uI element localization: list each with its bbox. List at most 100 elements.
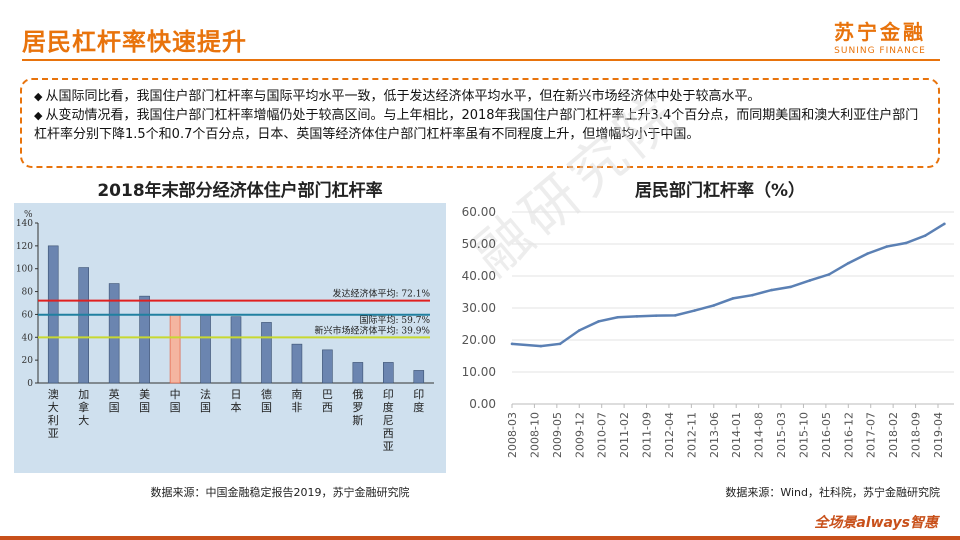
title-divider	[22, 59, 940, 61]
bar-y-tick-label: 0	[27, 379, 33, 389]
bar-category-label: 南	[291, 388, 302, 401]
bar-category-label: 国	[170, 401, 181, 414]
line-point	[885, 245, 889, 248]
line-point	[866, 252, 869, 255]
line-point	[770, 288, 773, 292]
line-point	[510, 342, 514, 346]
line-point	[674, 314, 677, 317]
line-y-tick-label: 60.00	[462, 205, 496, 219]
line-x-tick-label: 2015-10	[797, 412, 810, 458]
line-x-tick-label: 2018-02	[887, 412, 900, 458]
bar-印度	[413, 370, 425, 384]
line-x-tick-label: 2008-10	[528, 412, 541, 458]
line-point	[789, 285, 792, 289]
bar-中国	[169, 314, 181, 384]
line-y-tick-label: 30.00	[462, 301, 496, 315]
footer-bar	[0, 536, 960, 540]
bar-category-label: 西	[322, 401, 333, 414]
bar-category-label: 澳	[48, 388, 59, 401]
bar-category-label: 本	[231, 400, 242, 414]
bar-category-label: 非	[291, 401, 302, 414]
bar-category-label: 罗	[352, 401, 363, 414]
summary-bullet-2: ◆ 从变动情况看，我国住户部门杠杆率增幅仍处于较高区间。与上年相比，2018年我国…	[34, 108, 919, 142]
bar-category-label: 亚	[383, 440, 394, 453]
bar-category-label: 日	[231, 388, 242, 401]
line-x-tick-label: 2019-04	[932, 412, 945, 458]
line-x-tick-label: 2012-04	[663, 412, 676, 458]
line-point	[923, 234, 927, 237]
bar-category-label: 德	[261, 387, 272, 401]
diamond-bullet-icon: ◆	[34, 109, 43, 122]
bar-category-label: 巴	[322, 388, 333, 401]
line-point	[577, 329, 581, 332]
line-x-tick-label: 2017-07	[865, 412, 878, 458]
line-x-tick-label: 2018-09	[910, 412, 923, 458]
bar-category-label: 印	[413, 388, 424, 401]
bar-category-label: 国	[261, 401, 272, 414]
bar-category-label: 亚	[48, 427, 59, 440]
bar-印度尼西亚	[383, 362, 394, 384]
summary-box: ◆ 从国际同比看，我国住户部门杠杆率与国际平均水平一致，低于发达经济体平均水平，但…	[20, 78, 940, 168]
bar-日本	[230, 316, 242, 384]
bar-y-tick-label: 100	[16, 265, 33, 275]
logo-en: SUNING FINANCE	[834, 46, 926, 56]
bar-category-label: 大	[48, 400, 59, 414]
line-x-tick-label: 2014-08	[753, 412, 766, 458]
line-x-tick-label: 2008-03	[506, 412, 519, 458]
bar-y-tick-label: 60	[22, 310, 34, 320]
line-y-tick-label: 50.00	[462, 237, 496, 251]
line-point	[693, 309, 696, 312]
line-chart: 0.00 10.00 20.00 30.00 40.00 50.00 60.00 2008-0…	[462, 205, 954, 458]
brand-logo: 苏宁金融 SUNING FINANCE	[834, 16, 926, 56]
line-point	[558, 342, 562, 346]
line-x-tick-label: 2014-01	[730, 412, 743, 458]
line-point	[750, 293, 754, 297]
bar-category-label: 英	[109, 387, 120, 401]
diamond-bullet-icon: ◆	[34, 90, 43, 103]
bar-category-label: 西	[383, 427, 394, 440]
line-point	[635, 315, 639, 318]
bar-美国	[139, 295, 150, 384]
line-point	[847, 261, 850, 265]
line-point	[731, 297, 735, 300]
line-point	[904, 241, 908, 245]
bar-category-label: 加	[78, 388, 89, 401]
bar-y-tick-label: 40	[22, 333, 34, 343]
line-x-tick-label: 2009-05	[551, 412, 564, 458]
bar-chart: %020406080100120140澳大利亚加拿大英国美国中国法国日本德国南非…	[14, 203, 446, 473]
line-point	[654, 314, 658, 317]
bar-category-label: 美	[139, 388, 150, 401]
bar-chart-title: 2018年末部分经济体住户部门杠杆率	[97, 181, 383, 201]
line-chart-title: 居民部门杠杆率（%）	[634, 181, 806, 201]
bar-chart-source: 数据来源：中国金融稳定报告2019，苏宁金融研究院	[150, 486, 410, 499]
line-x-tick-label: 2011-02	[618, 412, 631, 458]
bar-category-label: 国	[200, 401, 211, 414]
bar-category-label: 利	[48, 414, 59, 427]
bar-加拿大	[78, 267, 89, 384]
bar-俄罗斯	[352, 362, 364, 384]
bar-category-label: 国	[109, 401, 120, 414]
bar-category-label: 国	[139, 401, 150, 414]
bar-category-label: 尼	[383, 414, 394, 427]
reference-line-label: 发达经济体平均: 72.1%	[333, 288, 431, 300]
bar-y-tick-label: 20	[22, 356, 34, 366]
line-x-tick-label: 2012-11	[685, 412, 698, 458]
footer-slogan: 全场景always智惠	[814, 515, 938, 531]
line-point	[616, 315, 619, 319]
page-title: 居民杠杆率快速提升	[22, 28, 247, 56]
line-point	[943, 222, 946, 226]
line-x-tick-label: 2013-06	[708, 412, 721, 458]
line-y-tick-label: 10.00	[462, 365, 496, 379]
bar-category-label: 斯	[352, 414, 363, 427]
bar-category-label: 度	[413, 400, 424, 414]
logo-cn: 苏宁金融	[834, 20, 926, 44]
bar-y-tick-label: 80	[22, 288, 34, 298]
bar-category-label: 法	[200, 387, 211, 401]
bar-category-label: 印	[383, 388, 394, 401]
line-x-tick-label: 2010-07	[596, 412, 609, 458]
bar-南非	[291, 343, 303, 384]
line-x-tick-label: 2016-05	[820, 412, 833, 458]
line-x-tick-label: 2009-12	[573, 412, 586, 458]
line-chart-source: 数据来源：Wind，社科院，苏宁金融研究院	[725, 486, 940, 499]
line-x-tick-label: 2016-12	[842, 412, 855, 458]
